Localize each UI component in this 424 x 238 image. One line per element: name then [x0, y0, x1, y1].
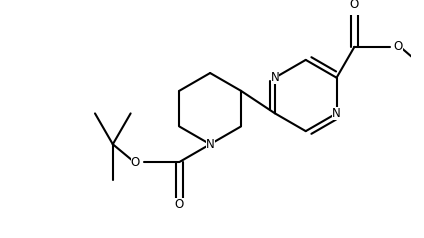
Text: N: N	[271, 71, 279, 84]
Text: N: N	[332, 107, 341, 120]
Text: O: O	[350, 0, 359, 11]
Text: O: O	[175, 198, 184, 211]
Text: O: O	[131, 156, 140, 169]
Text: O: O	[394, 40, 403, 53]
Text: N: N	[206, 138, 215, 151]
